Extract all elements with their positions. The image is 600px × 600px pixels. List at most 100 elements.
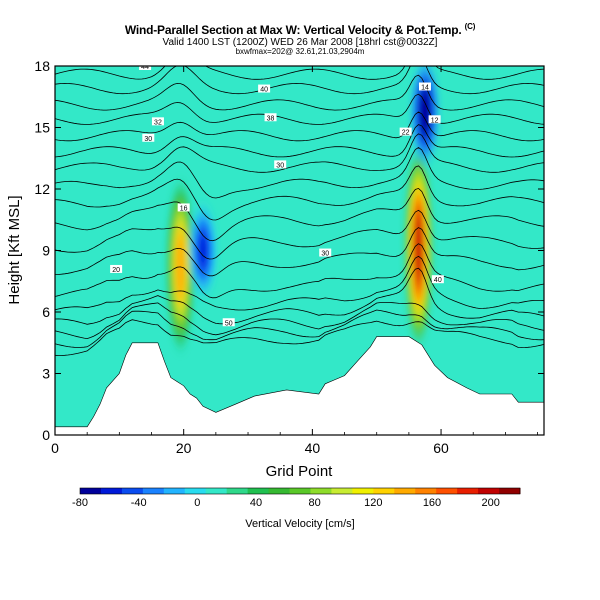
colorbar-swatch [268,488,291,494]
x-axis-label: Grid Point [266,463,334,480]
terrain-mask [55,336,544,435]
colorbar-swatch [121,488,144,494]
contour-label-box [139,66,152,70]
contour-label-box [431,275,444,284]
isentrope-line [55,165,544,221]
contour-labels: 44 40 38 32 30 30 22 12 14 16 30 20 40 50 [110,64,444,327]
contour-label: 40 [434,277,442,284]
contour-label-box [142,133,155,142]
valid-time-line: Valid 1400 LST (1200Z) WED 26 Mar 2008 [… [162,37,438,48]
colorbar-swatch [499,488,521,494]
colorbar-swatch [394,488,416,494]
contour-label-box [264,113,277,122]
contour-label: 16 [180,205,188,212]
colorbar-tick-label: 200 [481,497,499,509]
y-tick-label: 6 [42,304,50,320]
colorbar-swatch [100,488,123,494]
isentrope-line [55,302,544,340]
axes: 0 3 6 9 12 15 18 0 20 40 60 [34,58,544,456]
chart-title: Wind-Parallel Section at Max W: Vertical… [0,22,600,37]
colorbar-swatch [310,488,332,494]
colorbar-swatch [80,488,102,494]
max-w-info-line: bxwfmax=202@ 32.61,21.03,2904m [235,47,365,56]
contour-label-box [428,115,441,124]
downdraft-west-band [198,232,207,269]
copyright-mark: (C) [464,22,476,31]
colorbar-swatch [331,488,353,494]
chart-title-text: Wind-Parallel Section at Max W: Vertical… [124,23,462,37]
colorbar-swatch [289,488,311,494]
colorbar-tick-label: 40 [250,497,262,509]
contour-label: 30 [321,251,329,258]
colorbar-swatch [205,488,228,494]
colorbar-swatch [352,488,374,494]
contour-label-box [151,117,164,126]
x-tick-label: 40 [305,440,321,456]
colorbar-frame [79,487,521,495]
y-tick-label: 15 [34,120,50,136]
y-tick-label: 3 [42,366,50,382]
colorbar-swatch [142,488,165,494]
y-tick-label: 18 [34,58,50,74]
contour-label: 12 [431,117,439,124]
contour-label-box [274,160,287,169]
colorbar-swatch [163,488,186,494]
y-tick-label: 9 [42,243,50,259]
colorbar: -80 -40 0 40 80 120 160 200 [72,487,521,509]
contour-label-box [399,127,412,136]
isentrope-line [55,111,544,142]
updraft-east-band [414,207,423,288]
contour-label: 32 [154,119,162,126]
potential-temperature-contours [55,66,544,356]
colorbar-tick-label: 120 [364,497,382,509]
isentrope-line [55,209,544,260]
contour-label-box [222,318,235,327]
colorbar-tick-label: 0 [194,497,200,509]
contour-label-box [177,203,190,212]
contour-label: 40 [260,87,268,94]
colorbar-swatch [184,488,207,494]
isentrope-line [55,124,544,158]
contour-label: 22 [402,130,410,137]
isentrope-line [55,319,544,356]
x-tick-label: 20 [176,440,192,456]
colorbar-swatch [457,488,479,494]
contour-label: 30 [144,136,152,143]
isentrope-line [55,66,544,80]
isentrope-line [55,74,544,111]
isentrope-line [55,93,544,125]
isentrope-line [55,227,544,277]
colorbar-swatch [247,488,270,494]
contour-label: 44 [141,64,149,71]
isentrope-line [55,187,544,242]
x-tick-label: 60 [433,440,449,456]
isentrope-line [55,255,544,311]
contour-label: 50 [225,320,233,327]
colorbar-tick-label: -40 [131,497,147,509]
contour-label-box [110,264,123,273]
colorbar-swatch [373,488,395,494]
contour-label: 30 [276,162,284,169]
isentrope-line [55,133,544,173]
isentrope-line [55,243,544,299]
contour-label: 14 [421,85,429,92]
colorbar-tick-label: 80 [309,497,321,509]
isentrope-line [55,147,544,199]
colorbar-tick-label: 160 [423,497,441,509]
colorbar-swatch [478,488,500,494]
y-tick-label: 0 [42,427,50,443]
y-axis-label: Height [Kft MSL] [6,195,23,304]
contour-label-box [258,84,271,93]
isentrope-line [55,66,544,95]
colorbar-swatch [436,488,458,494]
contour-label-box [418,82,431,91]
x-tick-label: 0 [51,440,59,456]
contour-label: 20 [112,267,120,274]
isentrope-line [55,267,544,325]
colorbar-swatch [226,488,249,494]
y-tick-label: 12 [34,181,50,197]
colorbar-label: Vertical Velocity [cm/s] [245,518,354,530]
velocity-field [167,66,438,343]
plot-area: 44 40 38 32 30 30 22 12 14 16 30 20 40 50 [55,64,544,435]
